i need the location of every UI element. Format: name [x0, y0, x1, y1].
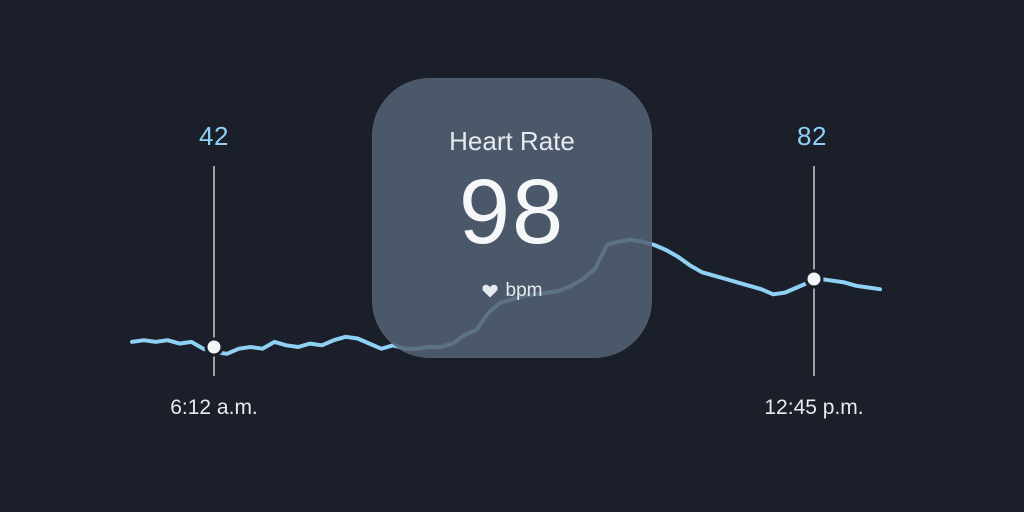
- marker-dot-left: [204, 337, 224, 357]
- card-title: Heart Rate: [449, 126, 575, 156]
- heart-rate-value: 98: [458, 161, 566, 263]
- heart-rate-card: Heart Rate 98 bpm: [372, 78, 652, 358]
- unit-row: bpm: [372, 280, 652, 302]
- marker-time-right: 12:45 p.m.: [764, 396, 864, 419]
- marker-value-right: 82: [797, 121, 827, 151]
- marker-value-left: 42: [199, 121, 229, 151]
- marker-time-left: 6:12 a.m.: [170, 396, 258, 419]
- heart-icon: [481, 284, 498, 298]
- unit-label: bpm: [505, 280, 543, 301]
- marker-dot-right: [804, 269, 824, 289]
